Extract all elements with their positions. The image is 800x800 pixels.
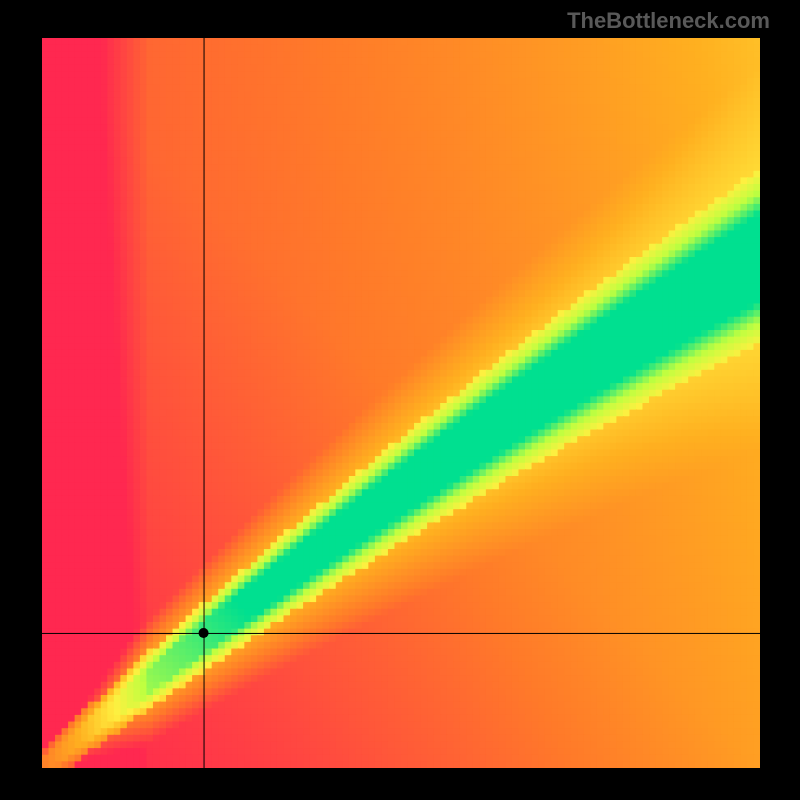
heatmap-canvas xyxy=(42,38,760,768)
chart-container: TheBottleneck.com xyxy=(0,0,800,800)
plot-area xyxy=(42,38,760,768)
watermark-text: TheBottleneck.com xyxy=(567,8,770,34)
